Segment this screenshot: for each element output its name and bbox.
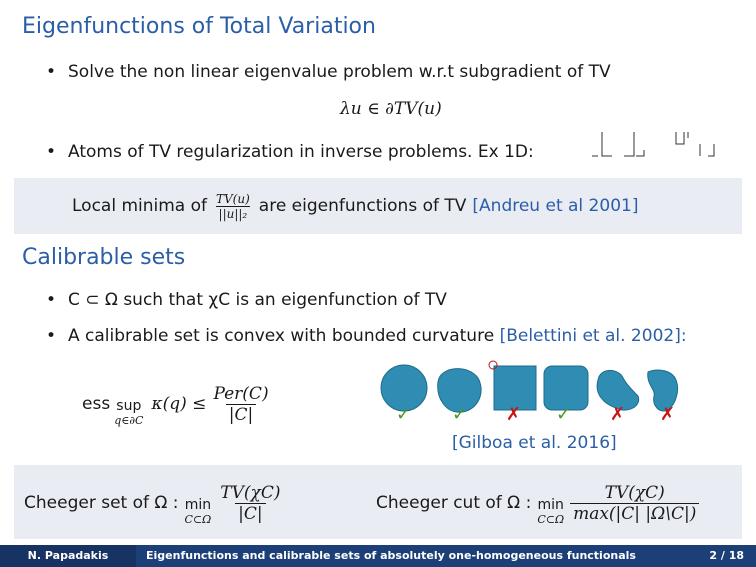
- tv-ratio-fraction: TV(u) ||u||₂: [213, 192, 253, 221]
- calibrable-shapes-illustration: [380, 360, 679, 413]
- formula-sup-subscript: q∈∂C: [114, 413, 144, 427]
- citation-belettini: [Belettini et al. 2002]:: [499, 326, 687, 346]
- fraction-denominator: |C|: [225, 403, 257, 425]
- local-minima-post: are eigenfunctions of TV: [258, 196, 467, 216]
- cheeger-cut-min-operator: min C⊂Ω: [537, 497, 564, 526]
- formula-sup-operator: sup q∈∂C: [114, 398, 143, 427]
- cheeger-set-definition: Cheeger set of Ω : min C⊂Ω TV(χC) |C|: [24, 472, 283, 534]
- formula-ess: ess: [82, 394, 111, 414]
- tv-atoms-1d-plot: [592, 132, 715, 157]
- bullet-calibrable-convex: • A calibrable set is convex with bounde…: [46, 326, 687, 346]
- shape-nonconvex-blob: [647, 369, 679, 412]
- bullet-dot: •: [46, 290, 57, 310]
- mark-square: ✗: [506, 404, 522, 425]
- footer-page-number: 2 / 18: [709, 549, 744, 562]
- local-minima-pre: Local minima of: [72, 196, 208, 216]
- citation-gilboa: [Gilboa et al. 2016]: [452, 433, 617, 453]
- atom-step-4: [699, 144, 715, 157]
- atom-step-2: [624, 132, 645, 157]
- fraction-numerator: TV(χC): [604, 482, 665, 503]
- mark-blob: ✓: [452, 404, 468, 425]
- local-minima-statement: Local minima of TV(u) ||u||₂ are eigenfu…: [72, 183, 638, 229]
- shape-rounded-blob: [437, 368, 482, 413]
- fraction-denominator: max(|C| |Ω\C|): [570, 502, 700, 524]
- mark-disk: ✓: [396, 404, 412, 425]
- cheeger-definitions-box: [14, 465, 742, 539]
- bullet-text: Atoms of TV regularization in inverse pr…: [68, 142, 534, 162]
- bullet-dot: •: [46, 62, 57, 82]
- section-title-eigenfunctions: Eigenfunctions of Total Variation: [22, 14, 376, 39]
- cheeger-cut-definition: Cheeger cut of Ω : min C⊂Ω TV(χC) max(|C…: [376, 472, 700, 534]
- bullet-dot: •: [46, 326, 57, 346]
- shape-curved-blob: [596, 370, 640, 411]
- cheeger-cut-label: Cheeger cut of Ω :: [376, 493, 532, 513]
- shape-rounded-square: [543, 365, 589, 411]
- mark-rounded-square: ✓: [556, 404, 572, 425]
- footer-author: N. Papadakis: [0, 545, 136, 567]
- bullet-text: C ⊂ Ω such that χC is an eigenfunction o…: [68, 290, 447, 310]
- atom-step-3: [675, 132, 689, 145]
- cheeger-cut-subscript: C⊂Ω: [537, 512, 565, 526]
- bullet-text: A calibrable set is convex with bounded …: [68, 326, 495, 346]
- bullet-atoms-tv: • Atoms of TV regularization in inverse …: [46, 142, 534, 162]
- cheeger-cut-min: min: [537, 496, 564, 513]
- cheeger-set-subscript: C⊂Ω: [184, 512, 212, 526]
- section-title-calibrable: Calibrable sets: [22, 245, 186, 270]
- fraction-denominator: ||u||₂: [215, 205, 251, 221]
- eigen-equation: λu ∈ ∂TV(u): [340, 99, 442, 119]
- perimeter-ratio-fraction: Per(C) |C|: [210, 384, 271, 425]
- cheeger-set-min: min: [184, 496, 212, 513]
- shape-disk: [380, 364, 428, 412]
- atom-step-1: [592, 132, 612, 157]
- cheeger-set-label: Cheeger set of Ω :: [24, 493, 179, 513]
- corner-highlight-circle: [488, 360, 498, 370]
- cheeger-cut-fraction: TV(χC) max(|C| |Ω\C|): [570, 482, 700, 524]
- curvature-formula: ess sup q∈∂C κ(q) ≤ Per(C) |C|: [82, 374, 272, 434]
- cheeger-set-fraction: TV(χC) |C|: [217, 483, 283, 524]
- slide-footer: N. Papadakis Eigenfunctions and calibrab…: [0, 545, 756, 567]
- bullet-dot: •: [46, 142, 57, 162]
- mark-curved-blob: ✗: [610, 404, 626, 425]
- formula-sup: sup: [116, 397, 142, 414]
- bullet-nonlinear-eigenvalue: • Solve the non linear eigenvalue proble…: [46, 62, 611, 82]
- mark-nonconvex-blob: ✗: [660, 404, 676, 425]
- fraction-numerator: Per(C): [213, 383, 269, 404]
- theorem-box-local-minima: [14, 178, 742, 234]
- shape-square: [493, 365, 537, 411]
- fraction-denominator: |C|: [235, 502, 266, 524]
- formula-kappa: κ(q) ≤: [151, 394, 207, 414]
- bullet-text: Solve the non linear eigenvalue problem …: [68, 62, 611, 82]
- bullet-calibrable-definition: • C ⊂ Ω such that χC is an eigenfunction…: [46, 290, 447, 310]
- citation-andreu: [Andreu et al 2001]: [472, 196, 639, 216]
- footer-talk-title: Eigenfunctions and calibrable sets of ab…: [146, 549, 636, 562]
- cheeger-set-min-operator: min C⊂Ω: [185, 497, 212, 526]
- fraction-numerator: TV(χC): [220, 482, 281, 503]
- fraction-numerator: TV(u): [216, 191, 250, 206]
